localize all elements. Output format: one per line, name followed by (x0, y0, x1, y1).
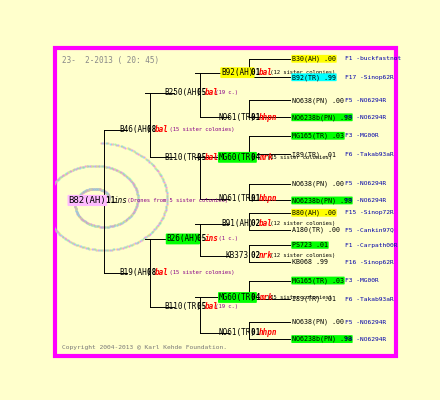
Text: B19(AH): B19(AH) (119, 268, 151, 277)
Text: (15 sister colonies): (15 sister colonies) (267, 155, 332, 160)
Text: 02: 02 (251, 252, 265, 260)
Text: 05: 05 (197, 302, 210, 311)
Text: F3 -MG00R: F3 -MG00R (345, 278, 378, 283)
Text: (1 c.): (1 c.) (213, 236, 238, 242)
Text: KB068 .99: KB068 .99 (292, 259, 328, 265)
Text: F1 -buckfastnot: F1 -buckfastnot (345, 56, 401, 61)
Text: 02: 02 (251, 219, 265, 228)
Text: NO6238b(PN) .98: NO6238b(PN) .98 (292, 197, 352, 204)
Text: 01: 01 (251, 68, 265, 77)
Text: A180(TR) .00: A180(TR) .00 (292, 226, 340, 233)
Text: 11: 11 (106, 196, 120, 205)
Text: MG60(TR): MG60(TR) (219, 293, 256, 302)
Text: MG60(TR): MG60(TR) (219, 153, 256, 162)
Text: B110(TR): B110(TR) (165, 302, 202, 311)
Text: NO6238b(PN) .98: NO6238b(PN) .98 (292, 114, 352, 120)
Text: B46(AH): B46(AH) (119, 125, 151, 134)
Text: (15 sister colonies): (15 sister colonies) (163, 127, 235, 132)
Text: 05: 05 (197, 234, 210, 244)
Text: bal: bal (155, 268, 169, 277)
Text: B82(AH): B82(AH) (69, 196, 106, 205)
Text: PS723 .01: PS723 .01 (292, 242, 328, 248)
Text: 01: 01 (251, 194, 265, 204)
Text: I89(TR) .01: I89(TR) .01 (292, 296, 336, 302)
Text: ins: ins (114, 196, 128, 205)
Text: hhpn: hhpn (259, 113, 278, 122)
Text: nrk: nrk (259, 252, 273, 260)
Text: KB373: KB373 (226, 252, 249, 260)
Text: bal: bal (205, 153, 219, 162)
Text: F3 -MG00R: F3 -MG00R (345, 133, 378, 138)
Text: NO638(PN) .00: NO638(PN) .00 (292, 97, 344, 104)
Text: F4 -NO6294R: F4 -NO6294R (345, 198, 386, 203)
Text: 01: 01 (251, 113, 265, 122)
Text: F5 -Cankin97Q: F5 -Cankin97Q (345, 227, 394, 232)
Text: B92(AH): B92(AH) (221, 68, 253, 77)
Text: 23-  2-2013 ( 20: 45): 23- 2-2013 ( 20: 45) (62, 56, 159, 65)
Text: F6 -Takab93aR: F6 -Takab93aR (345, 152, 394, 157)
Text: I89(TR) .01: I89(TR) .01 (292, 151, 336, 158)
Text: F6 -Takab93aR: F6 -Takab93aR (345, 296, 394, 302)
Text: F5 -NO6294R: F5 -NO6294R (345, 98, 386, 103)
Text: bal: bal (259, 68, 273, 77)
Text: F4 -NO6294R: F4 -NO6294R (345, 115, 386, 120)
Text: (12 sister colonies): (12 sister colonies) (267, 254, 335, 258)
Text: B250(AH): B250(AH) (165, 88, 202, 97)
Text: B92(TR) .99: B92(TR) .99 (292, 74, 336, 80)
Text: mrk: mrk (259, 153, 273, 162)
Text: Copyright 2004-2013 @ Karl Kehde Foundation.: Copyright 2004-2013 @ Karl Kehde Foundat… (62, 346, 227, 350)
Text: NO638(PN) .00: NO638(PN) .00 (292, 319, 344, 325)
Text: 05: 05 (197, 153, 210, 162)
Text: F1 -Carpath00R: F1 -Carpath00R (345, 243, 397, 248)
Text: NO61(TR): NO61(TR) (219, 113, 256, 122)
Text: F15 -Sinop72R: F15 -Sinop72R (345, 210, 394, 215)
Text: (15 sister colonies): (15 sister colonies) (163, 270, 235, 275)
Text: (19 c.): (19 c.) (213, 155, 238, 160)
Text: B110(TR): B110(TR) (165, 153, 202, 162)
Text: hhpn: hhpn (259, 194, 278, 204)
Text: 01: 01 (251, 328, 265, 338)
Text: (19 c.): (19 c.) (213, 90, 238, 95)
Text: bal: bal (259, 219, 273, 228)
Text: MG165(TR) .03: MG165(TR) .03 (292, 132, 344, 139)
Text: mrk: mrk (259, 293, 273, 302)
Text: NO6238b(PN) .98: NO6238b(PN) .98 (292, 336, 352, 342)
Text: MG165(TR) .03: MG165(TR) .03 (292, 277, 344, 284)
Text: 08: 08 (147, 268, 161, 277)
Text: F5 -NO6294R: F5 -NO6294R (345, 181, 386, 186)
Text: 08: 08 (147, 125, 161, 134)
Text: bal: bal (155, 125, 169, 134)
Text: NO61(TR): NO61(TR) (219, 328, 256, 338)
Text: bal: bal (205, 302, 219, 311)
Text: NO638(PN) .00: NO638(PN) .00 (292, 180, 344, 187)
Text: 04: 04 (251, 293, 265, 302)
Text: hhpn: hhpn (259, 328, 278, 338)
Text: B91(AH): B91(AH) (221, 219, 253, 228)
Text: B80(AH) .00: B80(AH) .00 (292, 210, 336, 216)
Text: B26(AH): B26(AH) (167, 234, 199, 244)
Text: F16 -Sinop62R: F16 -Sinop62R (345, 260, 394, 264)
Text: bal: bal (205, 88, 219, 97)
Text: (15 sister colonies): (15 sister colonies) (267, 295, 332, 300)
Text: B30(AH) .00: B30(AH) .00 (292, 56, 336, 62)
Text: F17 -Sinop62R: F17 -Sinop62R (345, 75, 394, 80)
Text: (Drones from 5 sister colonies): (Drones from 5 sister colonies) (124, 198, 228, 203)
Text: F5 -NO6294R: F5 -NO6294R (345, 320, 386, 325)
Text: (19 c.): (19 c.) (213, 304, 238, 309)
Text: 05: 05 (197, 88, 210, 97)
Text: NO61(TR): NO61(TR) (219, 194, 256, 204)
Text: ins: ins (205, 234, 219, 244)
Text: (12 sister colonies): (12 sister colonies) (267, 70, 335, 75)
Text: F4 -NO6294R: F4 -NO6294R (345, 336, 386, 342)
Text: 04: 04 (251, 153, 265, 162)
Text: (12 sister colonies): (12 sister colonies) (267, 221, 335, 226)
